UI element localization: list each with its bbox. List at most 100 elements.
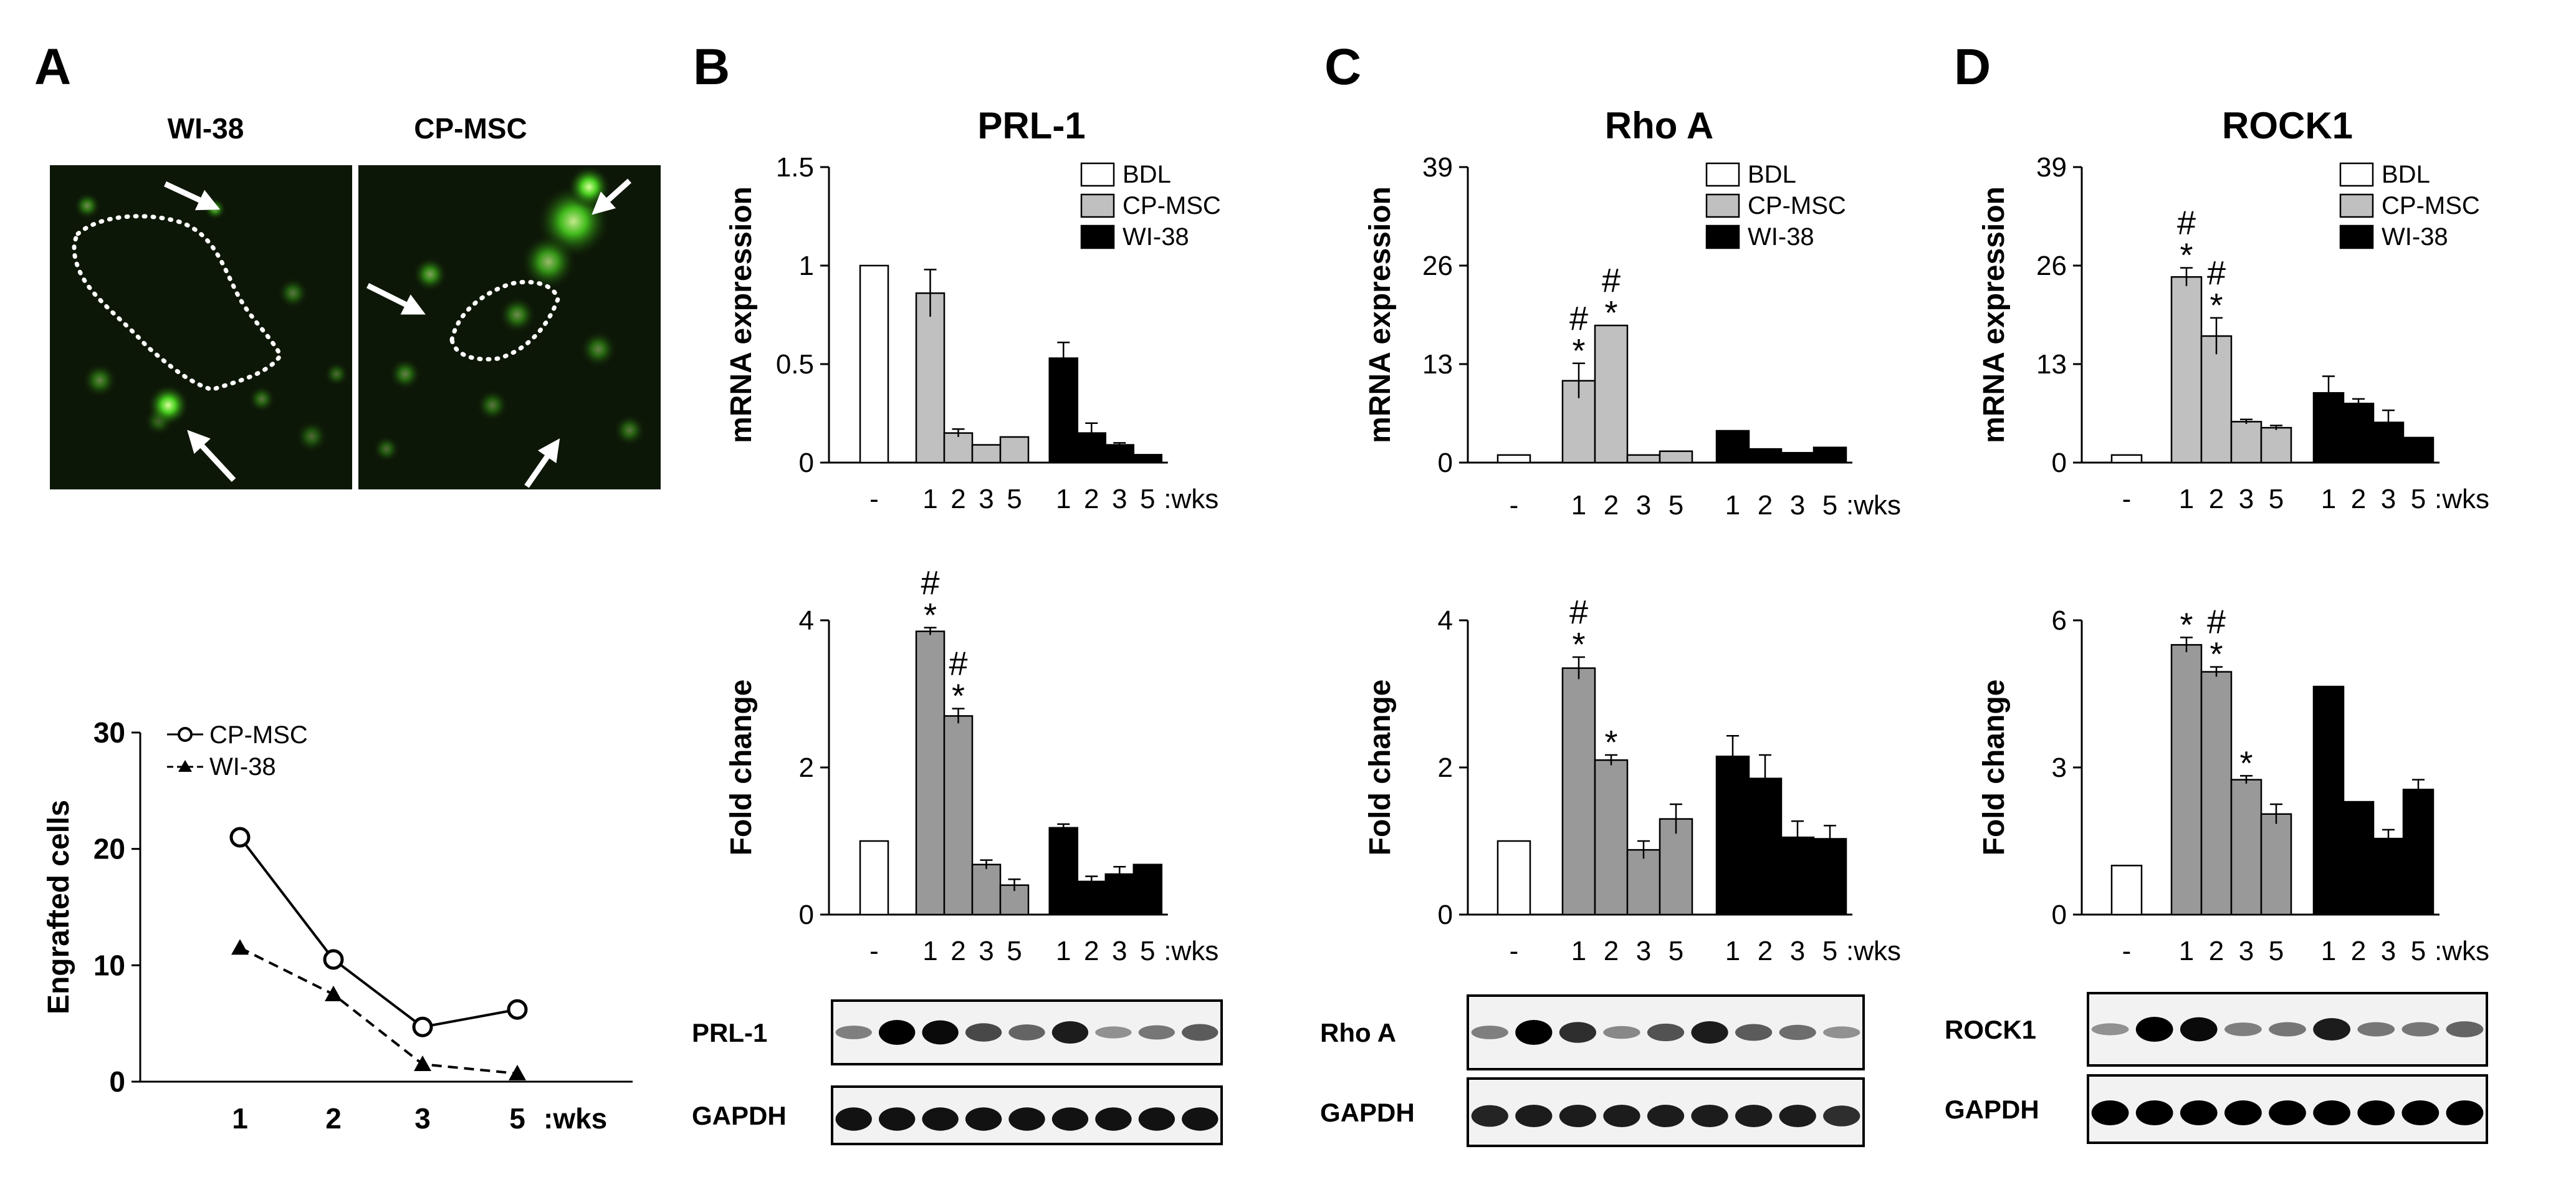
x-tick-label: - — [2122, 484, 2132, 514]
legend-marker-wi38 — [178, 760, 192, 772]
blot-band — [2313, 1100, 2350, 1125]
legend-label: CP-MSC — [1748, 192, 1846, 219]
x-axis-unit-label: :wks — [2435, 484, 2489, 514]
blot-band — [965, 1023, 1002, 1042]
x-axis-unit-label: :wks — [2435, 936, 2489, 966]
x-tick-label: 3 — [979, 936, 994, 966]
bar — [1048, 357, 1078, 464]
western-blot-d: ROCK1 GAPDH — [1945, 992, 2488, 1144]
x-tick-label: 5 — [1007, 484, 1022, 514]
x-tick-label: - — [869, 484, 879, 514]
bar — [943, 715, 974, 916]
y-tick-label: 39 — [1422, 152, 1453, 183]
blot-band — [2401, 1022, 2440, 1037]
data-point-cpmsc — [229, 827, 251, 848]
x-tick-label: 1 — [1571, 490, 1586, 521]
blot-band — [2446, 1100, 2484, 1125]
y-axis-label: mRNA expression — [725, 186, 758, 443]
data-point-cpmsc — [507, 999, 528, 1020]
significance-hash-label: # — [2177, 204, 2196, 242]
legend-label: WI-38 — [1748, 223, 1814, 251]
series-line-wi38 — [239, 946, 518, 1075]
blot-band — [2357, 1100, 2395, 1125]
blot-band — [2091, 1100, 2129, 1125]
bar — [2230, 421, 2262, 464]
blot-band — [879, 1107, 916, 1131]
significance-star-label: * — [2180, 237, 2193, 274]
bar — [1132, 454, 1162, 464]
y-tick-label: 1.5 — [776, 152, 814, 183]
data-point-wi38 — [231, 939, 249, 955]
blot-band — [1051, 1107, 1089, 1131]
bar — [1132, 863, 1162, 916]
y-tick-label: 0 — [1438, 448, 1453, 478]
blot-band — [1647, 1104, 1685, 1128]
blot-band — [2180, 1017, 2218, 1042]
legend-label: CP-MSC — [2382, 192, 2480, 219]
significance-star-label: * — [2210, 636, 2223, 673]
blot-band — [1515, 1020, 1553, 1045]
x-axis-unit-label: :wks — [543, 1102, 607, 1135]
fluorescence-image-wi38 — [50, 165, 352, 489]
bar — [2260, 426, 2292, 464]
line-chart-engrafted-cells: 0 10 20 30 1 2 3 5:wks Engrafted cells CP-MSC WI-3… — [42, 716, 633, 1135]
blot-band — [1603, 1104, 1640, 1128]
significance-hash-label: # — [1569, 300, 1588, 337]
x-tick-label: 1 — [2179, 484, 2194, 514]
bar — [1048, 827, 1078, 916]
blot-band — [2446, 1021, 2484, 1037]
bar — [915, 292, 946, 464]
x-tick-label: 1 — [922, 936, 937, 966]
bar — [2372, 837, 2405, 916]
y-tick-label: 0 — [2052, 448, 2067, 478]
x-tick-label: 3 — [1636, 490, 1651, 521]
y-tick-label: 39 — [2036, 152, 2067, 183]
blot-band — [1647, 1023, 1685, 1042]
blot-band — [1779, 1104, 1816, 1128]
blot-band — [1138, 1025, 1175, 1040]
x-tick-label: 2 — [325, 1102, 342, 1135]
blot-band — [1008, 1024, 1045, 1041]
y-tick-label: 20 — [93, 833, 125, 865]
blot-band — [1559, 1104, 1597, 1128]
blot-band — [1138, 1107, 1175, 1131]
x-tick-label: - — [869, 936, 879, 966]
legend-label: CP-MSC — [1123, 192, 1221, 219]
y-tick-label: 0 — [109, 1065, 125, 1098]
y-tick-label: 4 — [1438, 605, 1453, 636]
x-tick-label: 2 — [2351, 936, 2366, 966]
x-tick-label: 5 — [1822, 936, 1837, 966]
bar — [2110, 454, 2143, 464]
legend-label: CP-MSC — [209, 721, 308, 749]
x-tick-label: 5 — [2411, 936, 2426, 966]
y-axis-label: mRNA expression — [1978, 186, 2011, 443]
blot-band — [1823, 1105, 1860, 1127]
bar — [859, 840, 889, 916]
legend-swatch — [2339, 224, 2374, 249]
blot-band — [2180, 1100, 2218, 1125]
bar — [1812, 446, 1847, 464]
data-point-cpmsc — [323, 949, 344, 970]
arrow-icon — [591, 178, 632, 215]
blot-band — [2091, 1023, 2129, 1036]
arrow-icon — [366, 282, 426, 315]
x-tick-label: 1 — [1056, 484, 1071, 514]
blot-band — [922, 1107, 959, 1131]
legend-swatch — [2339, 162, 2374, 187]
x-tick-label: 1 — [2321, 936, 2336, 966]
blot-band — [1051, 1021, 1089, 1044]
x-tick-label: 5 — [1007, 936, 1022, 966]
x-tick-label: 1 — [2179, 936, 2194, 966]
significance-hash-label: # — [2207, 254, 2226, 292]
panel-letter-c: C — [1324, 39, 1361, 95]
bar — [1561, 667, 1596, 916]
significance-star-label: * — [924, 597, 937, 634]
arrow-icon — [524, 438, 560, 488]
bar — [1104, 444, 1134, 464]
y-tick-label: 2 — [1438, 752, 1453, 783]
chart-title: Rho A — [1605, 105, 1713, 147]
x-tick-label: 5 — [1669, 936, 1683, 966]
x-tick-label: 2 — [2209, 484, 2224, 514]
